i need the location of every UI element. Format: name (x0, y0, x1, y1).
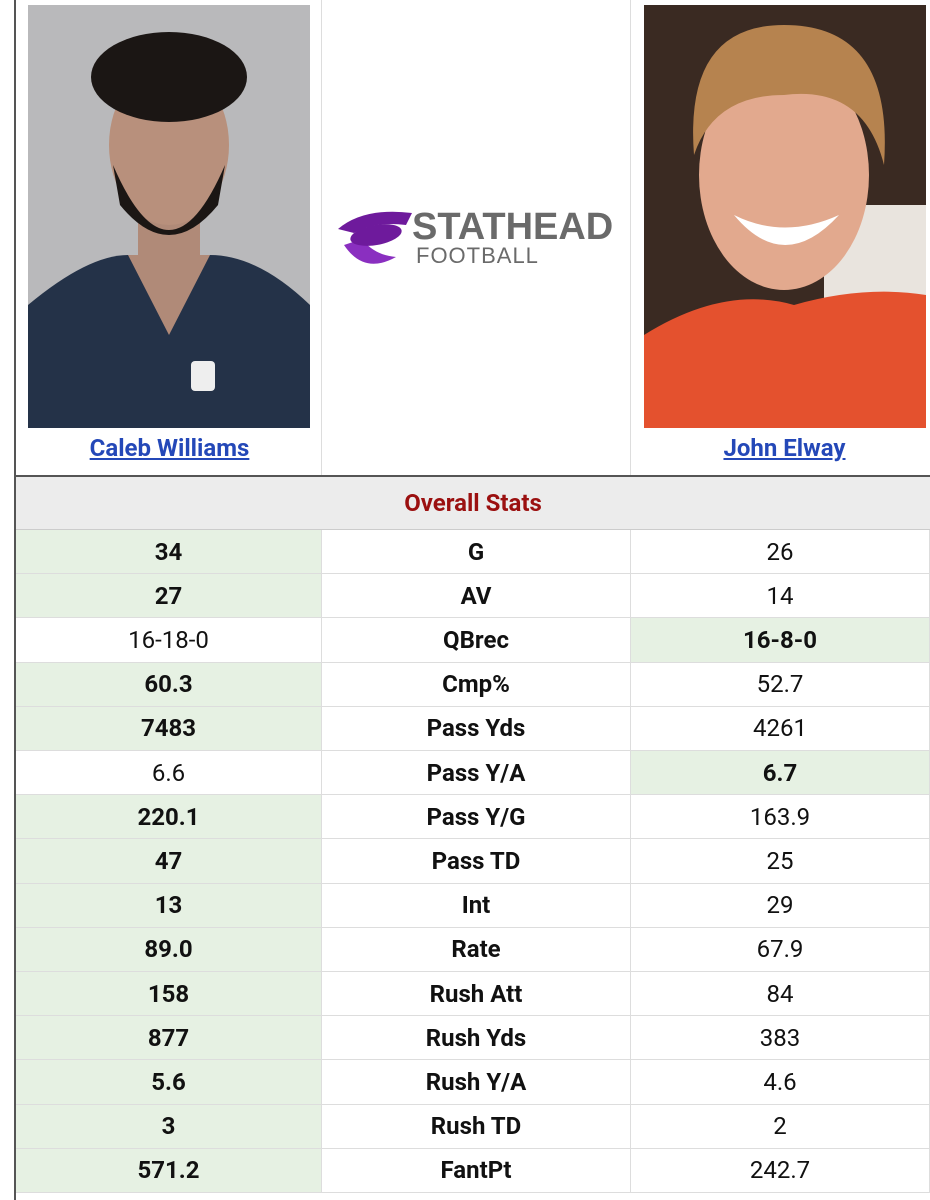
stat-label: AV (322, 574, 631, 619)
stat-label: Pass Y/G (322, 795, 631, 840)
stat-value: 6.6 (16, 751, 322, 796)
stat-value: 84 (631, 972, 930, 1017)
stat-label: Cmp% (322, 662, 631, 707)
stat-value: 877 (16, 1016, 322, 1061)
stat-value: 89.0 (16, 927, 322, 972)
stat-value: 47 (16, 839, 322, 884)
stat-value: 6.7 (631, 751, 930, 796)
stat-value: 13 (16, 883, 322, 928)
stat-label: Pass Y/A (322, 751, 631, 796)
player-photo (644, 5, 926, 428)
column-divider (630, 0, 631, 475)
stat-value: 242.7 (631, 1148, 930, 1193)
player-name-link[interactable]: John Elway (723, 434, 846, 462)
stat-label: Rate (322, 927, 631, 972)
stat-value: 60.3 (16, 662, 322, 707)
stat-label: Int (322, 883, 631, 928)
section-header: Overall Stats (16, 475, 930, 530)
stat-value: 163.9 (631, 795, 930, 840)
stat-value: 571.2 (16, 1148, 322, 1193)
stat-label: Rush Yds (322, 1016, 631, 1061)
stat-label: Pass Yds (322, 706, 631, 751)
stat-value: 4.6 (631, 1060, 930, 1105)
logo-title: STATHEAD (412, 206, 613, 248)
stat-value: 2 (631, 1104, 930, 1149)
stat-value: 29 (631, 883, 930, 928)
stat-value: 27 (16, 574, 322, 619)
stat-label: QBrec (322, 618, 631, 663)
stat-value: 16-18-0 (16, 618, 322, 663)
player-name-link[interactable]: Caleb Williams (89, 434, 250, 462)
stat-value: 7483 (16, 706, 322, 751)
stat-value: 220.1 (16, 795, 322, 840)
table-border (14, 0, 16, 1200)
stat-value: 14 (631, 574, 930, 619)
stat-label: FantPt (322, 1148, 631, 1193)
logo-subtitle: FOOTBALL (416, 243, 539, 268)
stat-value: 5.6 (16, 1060, 322, 1105)
stat-value: 3 (16, 1104, 322, 1149)
stat-label: G (322, 530, 631, 575)
stat-value: 16-8-0 (631, 618, 930, 663)
stat-value: 158 (16, 972, 322, 1017)
stat-label: Pass TD (322, 839, 631, 884)
stat-label: Rush Y/A (322, 1060, 631, 1105)
stat-value: 26 (631, 530, 930, 575)
stathead-logo: STATHEAD FOOTBALL (338, 206, 613, 268)
stat-value: 52.7 (631, 662, 930, 707)
stat-value: 67.9 (631, 927, 930, 972)
player-photo (28, 5, 310, 428)
stat-value: 4261 (631, 706, 930, 751)
column-divider (321, 0, 322, 475)
stat-value: 25 (631, 839, 930, 884)
stat-label: Rush TD (322, 1104, 631, 1149)
stat-value: 34 (16, 530, 322, 575)
stat-label: Rush Att (322, 972, 631, 1017)
stat-value: 383 (631, 1016, 930, 1061)
